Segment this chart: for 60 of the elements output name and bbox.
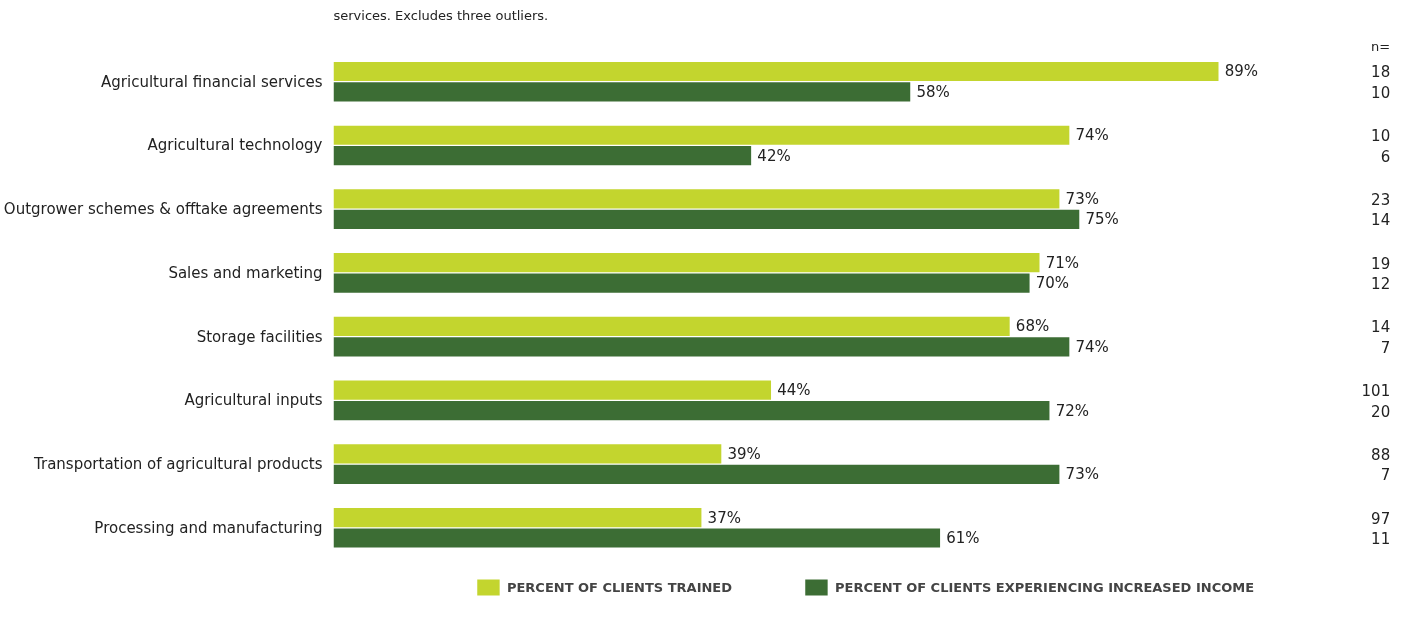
bar xyxy=(333,528,941,548)
data-label: 70% xyxy=(1035,274,1070,293)
text: 88 xyxy=(1371,445,1391,464)
data-label: 74% xyxy=(1075,126,1109,145)
text: 14 xyxy=(1371,318,1391,337)
y-tick-label: Processing and manufacturing xyxy=(94,518,323,537)
data-label: 89% xyxy=(1224,62,1259,81)
bar xyxy=(333,464,1060,484)
text: 14 xyxy=(1371,211,1391,230)
y-tick-label: Agricultural inputs xyxy=(184,391,323,410)
data-label: 39% xyxy=(727,444,761,463)
bar xyxy=(333,253,1040,273)
y-tick-label: Sales and marketing xyxy=(168,263,323,282)
y-tick-label: Agricultural financial services xyxy=(101,72,323,91)
text: 97 xyxy=(1371,509,1391,528)
text: 19 xyxy=(1371,254,1391,273)
data-label: 72% xyxy=(1055,401,1089,420)
data-label: 61% xyxy=(946,529,980,548)
y-tick-label: Transportation of agricultural products xyxy=(33,455,323,474)
data-label: 42% xyxy=(757,146,791,165)
data-label: 58% xyxy=(916,82,950,101)
data-label: 73% xyxy=(1065,465,1099,484)
text: 7 xyxy=(1380,338,1391,357)
data-label: 44% xyxy=(777,381,811,400)
bar xyxy=(333,316,1010,337)
text: 10 xyxy=(1371,83,1391,102)
bar xyxy=(333,337,1070,357)
legend-label: PERCENT OF CLIENTS EXPERIENCING INCREASED INCOME xyxy=(835,579,1255,595)
bar xyxy=(333,209,1080,229)
bar xyxy=(333,444,722,464)
legend-label: PERCENT OF CLIENTS TRAINED xyxy=(506,579,733,595)
bar xyxy=(333,380,772,400)
bar xyxy=(333,82,911,102)
text: 23 xyxy=(1371,190,1391,209)
text: 7 xyxy=(1380,466,1391,485)
text: 11 xyxy=(1371,530,1391,549)
text: 101 xyxy=(1361,382,1391,401)
bar xyxy=(333,125,1070,145)
text: n= xyxy=(1371,39,1391,55)
text: 10 xyxy=(1371,127,1391,146)
data-label: 37% xyxy=(707,508,741,527)
bar xyxy=(333,400,1050,421)
y-tick-label: Agricultural technology xyxy=(147,136,323,155)
text: 18 xyxy=(1371,63,1391,82)
bar xyxy=(333,273,1030,293)
data-label: 74% xyxy=(1075,337,1109,356)
data-label: 68% xyxy=(1015,317,1050,336)
bar xyxy=(333,61,1219,82)
data-label: 71% xyxy=(1045,253,1080,272)
bar xyxy=(333,508,702,528)
text: 12 xyxy=(1371,275,1391,294)
text: 6 xyxy=(1380,147,1391,166)
y-tick-label: Outgrower schemes & offtake agreements xyxy=(3,200,323,219)
bar xyxy=(333,189,1060,209)
data-label: 73% xyxy=(1065,189,1099,208)
text: 20 xyxy=(1371,402,1391,421)
data-label: 75% xyxy=(1085,210,1119,229)
bar xyxy=(333,146,752,166)
y-tick-label: Storage facilities xyxy=(196,327,323,346)
chart-subtitle: services. Excludes three outliers. xyxy=(333,7,549,23)
